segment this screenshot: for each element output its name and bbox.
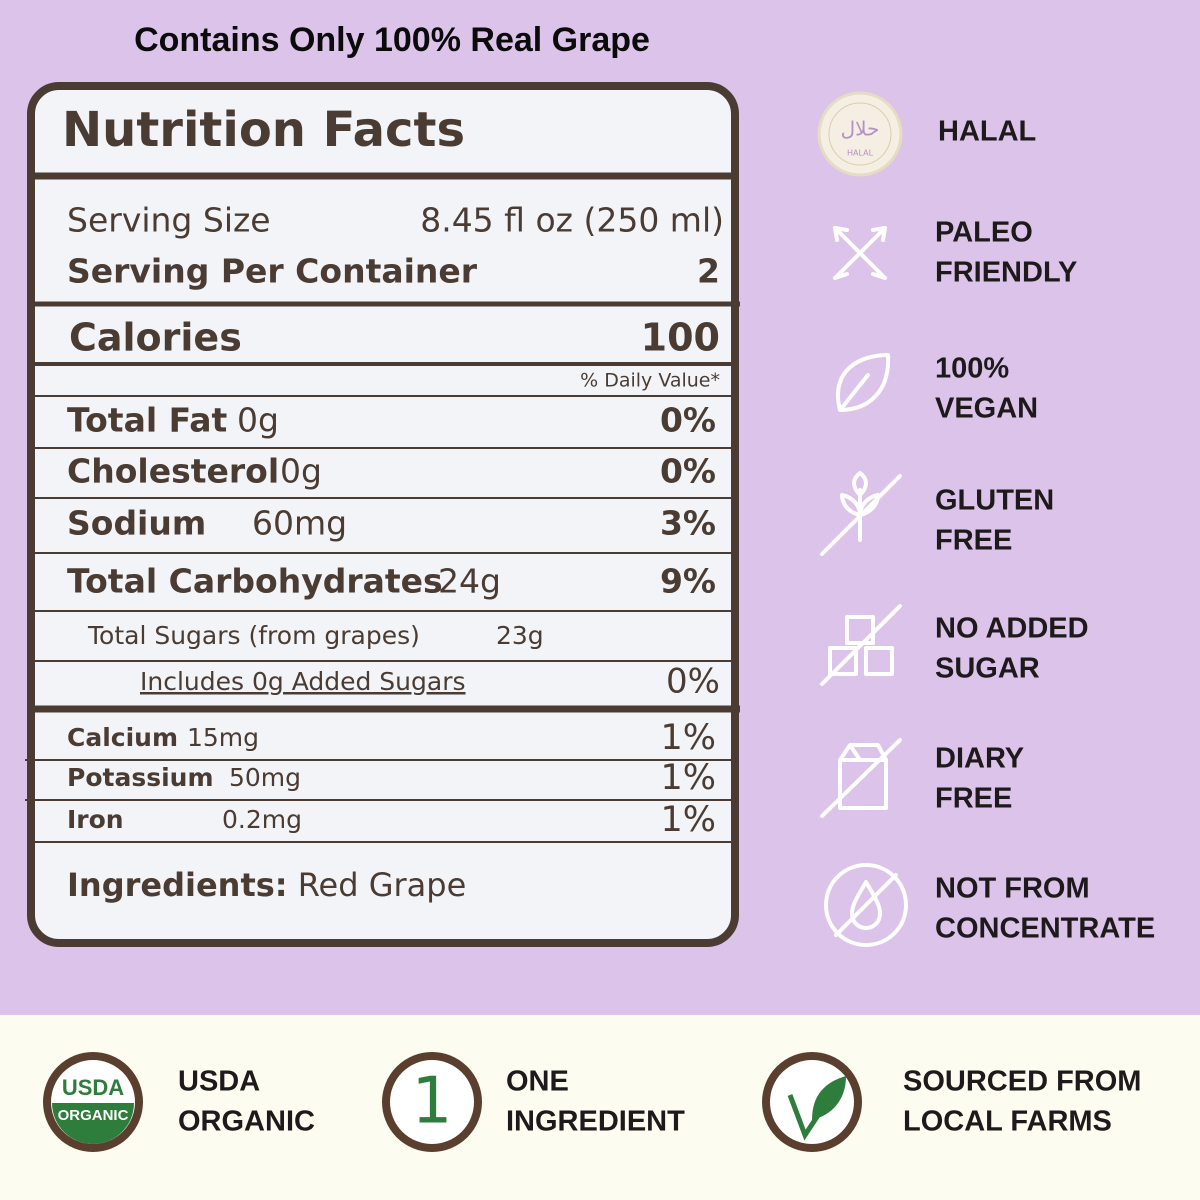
badge-labels: HALAL PALEO FRIENDLY 100% VEGAN GLUTEN FREE NO … — [935, 116, 1155, 945]
nutrient-label: Total Fat — [67, 401, 228, 440]
seal-caption: HALAL — [847, 149, 874, 158]
nutrient-amount: 60mg — [252, 504, 347, 543]
shape — [820, 738, 902, 818]
shape — [824, 863, 908, 947]
badge-label: HALAL — [938, 116, 1036, 148]
feature-label: SOURCED FROM — [903, 1066, 1141, 1098]
one-icon-text: 1 — [412, 1065, 453, 1139]
halal-seal: حلال HALAL — [817, 91, 903, 177]
heading: Contains Only 100% Real Grape — [134, 21, 650, 59]
badge-label: GLUTEN — [935, 485, 1054, 517]
shape — [838, 743, 888, 810]
seal-ring — [828, 102, 892, 166]
badge-label: PALEO — [935, 217, 1033, 249]
servings-value: 2 — [697, 252, 720, 291]
feature-icons: USDA ORGANIC 1 — [43, 1052, 862, 1152]
shape — [828, 646, 858, 676]
mineral-amount: 50mg — [229, 763, 301, 792]
mineral-dv: 1% — [660, 800, 716, 840]
nutrient-label: Total Carbohydrates — [67, 562, 443, 601]
calories-value: 100 — [641, 316, 720, 360]
mineral-dv: 1% — [660, 718, 716, 758]
paleo-icon — [833, 226, 887, 280]
farms-icon — [762, 1052, 862, 1152]
badge-label: VEGAN — [935, 393, 1038, 425]
shape — [840, 471, 880, 542]
feature-label: ORGANIC — [178, 1106, 315, 1138]
seal-circle — [817, 91, 903, 177]
shape — [850, 880, 882, 930]
farms-leaf — [812, 1076, 846, 1120]
nf-title: Nutrition Facts — [62, 102, 465, 158]
nutrient-label: Sodium — [67, 504, 206, 543]
nutrient-dv: 0% — [660, 452, 716, 491]
concentrate-icon — [824, 863, 908, 947]
shape — [833, 226, 887, 280]
added-sugars-label: Includes 0g Added Sugars — [140, 667, 466, 696]
nutrient-amount: 24g — [438, 562, 501, 601]
badge-label: FRIENDLY — [935, 257, 1077, 289]
badge-label: FREE — [935, 783, 1012, 815]
shape — [833, 226, 887, 280]
usda-seal-lower — [52, 1103, 134, 1144]
sugars-amount: 23g — [496, 621, 544, 650]
badge-label: SUGAR — [935, 653, 1040, 685]
seal-text: حلال — [841, 117, 880, 141]
feature-label: LOCAL FARMS — [903, 1106, 1112, 1138]
bottom-background — [0, 1015, 1200, 1200]
nutrient-amount: 0g — [280, 452, 322, 491]
ingredients: Ingredients: Red Grape — [67, 866, 466, 904]
badge-label: DIARY — [935, 743, 1024, 775]
one-icon — [382, 1052, 482, 1152]
mineral-label: Potassium — [67, 763, 214, 792]
ingredients-value: Red Grape — [298, 866, 467, 904]
shape — [864, 646, 894, 676]
nutrient-label: Cholesterol — [67, 452, 279, 491]
feature-label: ONE — [506, 1066, 569, 1098]
usda-seal-bottom: ORGANIC — [58, 1107, 129, 1124]
ingredients-label: Ingredients: — [67, 866, 288, 904]
dairy-icon — [820, 738, 902, 818]
usda-seal-top: USDA — [62, 1075, 124, 1100]
mineral-label: Calcium — [67, 723, 178, 752]
added-sugars-dv: 0% — [666, 662, 720, 702]
servings-label: Serving Per Container — [67, 252, 478, 291]
nutrient-dv: 3% — [660, 504, 716, 543]
nutrition-label: Nutrition Facts Serving Size 8.45 fl oz … — [25, 82, 740, 947]
label-frame — [27, 82, 739, 947]
nutrient-dv: 0% — [660, 401, 716, 440]
nutrient-dv: 9% — [660, 562, 716, 601]
shape — [838, 373, 870, 412]
badge-label: 100% — [935, 353, 1009, 385]
calories-label: Calories — [69, 316, 242, 360]
mineral-amount: 0.2mg — [222, 805, 302, 834]
badge-label: NO ADDED — [935, 613, 1089, 645]
shape — [845, 615, 875, 645]
shape — [836, 353, 891, 412]
mineral-rows: Calcium 15mg 1% Potassium 50mg 1% Iron 0.2mg 1% — [25, 718, 731, 840]
nutrient-amount: 0g — [237, 401, 279, 440]
badge-label: FREE — [935, 525, 1012, 557]
serving-size-label: Serving Size — [67, 201, 271, 240]
gluten-icon — [820, 471, 902, 556]
mineral-amount: 15mg — [187, 723, 259, 752]
feature-label: INGREDIENT — [506, 1106, 685, 1138]
badge-icons: حلال HALAL — [817, 91, 908, 947]
serving-size-value: 8.45 fl oz (250 ml) — [420, 201, 724, 240]
feature-label: USDA — [178, 1066, 260, 1098]
badge-label: CONCENTRATE — [935, 913, 1155, 945]
sugars-label: Total Sugars (from grapes) — [87, 621, 420, 650]
shape — [834, 873, 898, 937]
daily-value-header: % Daily Value* — [580, 370, 720, 392]
vegan-icon — [836, 353, 891, 412]
sugar-icon — [820, 604, 902, 686]
mineral-dv: 1% — [660, 758, 716, 798]
mineral-label: Iron — [67, 805, 124, 834]
feature-labels: USDA ORGANIC ONE INGREDIENT SOURCED FROM LOCA… — [178, 1066, 1141, 1138]
badge-label: NOT FROM — [935, 873, 1090, 905]
nutrient-rows: Total Fat 0g 0%Cholesterol 0g 0%Sodium 60mg 3%… — [35, 401, 731, 601]
